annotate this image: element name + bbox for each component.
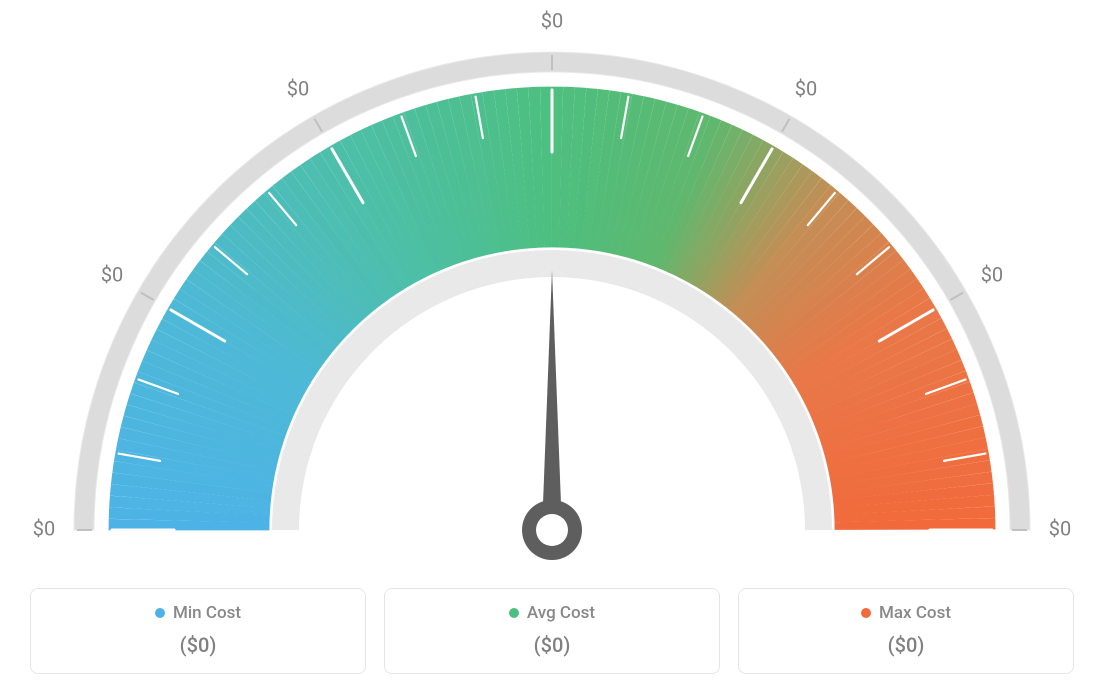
legend-value-min: ($0) [41,633,355,657]
legend-dot-avg [509,608,519,618]
legend-card-max: Max Cost ($0) [738,588,1074,674]
gauge-svg: $0 $0 $0 $0 $0 $0 $0 [0,0,1104,570]
legend-value-max: ($0) [749,633,1063,657]
gauge-container: $0$0$0$0$0$0$0 Min Cost($0)Avg Cost($0)M… [0,0,1104,690]
legend-title-row: Min Cost [155,603,241,623]
legend-dot-min [155,608,165,618]
gauge-tick-label: $0 [981,262,1003,286]
legend-row: Min Cost ($0) Avg Cost ($0) Max Cost ($0) [0,588,1104,674]
gauge-needle-hub-inner [536,514,568,546]
legend-value-avg: ($0) [395,633,709,657]
legend-label-max: Max Cost [879,603,951,623]
legend-title-row: Avg Cost [509,603,595,623]
legend-label-min: Min Cost [173,603,241,623]
legend-card-min: Min Cost ($0) [30,588,366,674]
legend-label-avg: Avg Cost [527,603,595,623]
gauge-needle [542,270,562,530]
gauge-tick-label: $0 [101,262,123,286]
legend-dot-max [861,608,871,618]
gauge-tick-label: $0 [287,76,309,100]
legend-card-avg: Avg Cost ($0) [384,588,720,674]
gauge-tick-label: $0 [33,516,55,540]
legend-title-row: Max Cost [861,603,951,623]
gauge-tick-label: $0 [1049,516,1071,540]
gauge-tick-label: $0 [795,76,817,100]
gauge-tick-label: $0 [541,8,563,32]
